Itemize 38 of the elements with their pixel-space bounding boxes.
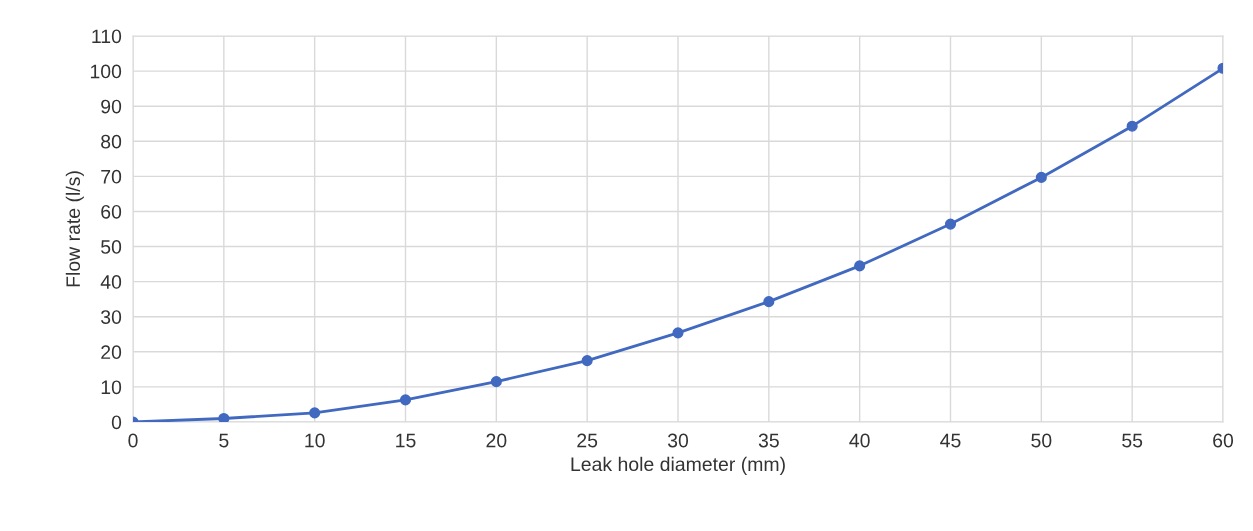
point xyxy=(763,296,775,308)
x-tick-label: 55 xyxy=(1122,433,1143,448)
y-tick-label: 60 xyxy=(101,204,122,219)
point xyxy=(399,394,412,406)
y-tick-label: 80 xyxy=(101,134,122,149)
x-tick-label: 30 xyxy=(667,433,689,448)
point xyxy=(1035,171,1047,183)
point xyxy=(854,260,866,272)
x-tick-label: 60 xyxy=(1213,433,1234,448)
y-tick-label: 40 xyxy=(100,275,122,289)
point xyxy=(672,327,684,339)
x-tick-label: 0 xyxy=(128,433,138,448)
y-tick-label: 10 xyxy=(101,380,122,395)
x-tick-label: 45 xyxy=(940,433,961,448)
x-tick-label: 25 xyxy=(577,433,598,448)
point xyxy=(490,376,502,388)
y-tick-label: 0 xyxy=(111,415,122,430)
y-tick-label: 50 xyxy=(101,240,122,254)
x-axis-title: Leak hole diameter (mm) xyxy=(571,456,785,475)
y-axis-title: Flow rate (l/s) xyxy=(65,171,84,287)
x-tick-label: 35 xyxy=(758,433,779,448)
x-tick-label: 50 xyxy=(1031,433,1052,448)
y-tick-label: 90 xyxy=(101,99,122,114)
x-tick-label: 15 xyxy=(396,433,416,448)
y-tick-label: 20 xyxy=(101,345,122,360)
point xyxy=(944,218,957,230)
x-tick-label: 10 xyxy=(305,433,325,448)
y-tick-label: 30 xyxy=(101,310,122,324)
point xyxy=(309,407,321,419)
y-tick-label: 70 xyxy=(101,169,122,184)
x-tick-label: 40 xyxy=(849,433,870,448)
point xyxy=(581,355,593,367)
point xyxy=(218,412,230,422)
y-tick-label: 100 xyxy=(90,64,122,79)
point xyxy=(1126,120,1138,132)
x-tick-label: 20 xyxy=(486,433,507,448)
x-tick-label: 5 xyxy=(219,433,229,448)
y-tick-label: 110 xyxy=(92,29,122,44)
